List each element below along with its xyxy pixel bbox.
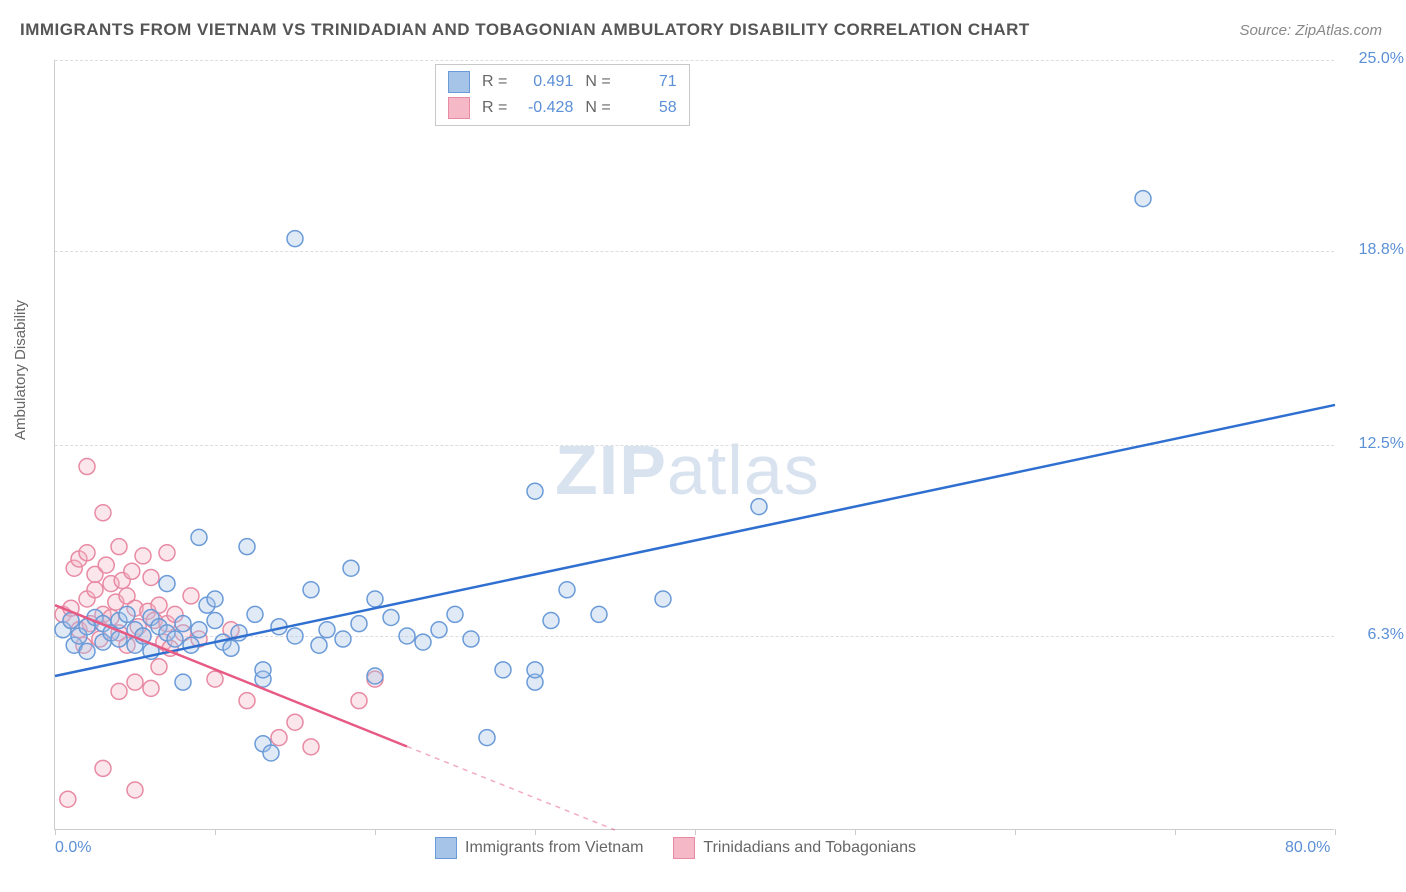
data-point [127, 782, 143, 798]
data-point [287, 628, 303, 644]
chart-title: IMMIGRANTS FROM VIETNAM VS TRINIDADIAN A… [20, 20, 1030, 40]
data-point [351, 616, 367, 632]
data-point [271, 730, 287, 746]
data-point [119, 606, 135, 622]
r-label: R = [482, 73, 507, 91]
data-point [367, 591, 383, 607]
data-point [95, 760, 111, 776]
legend-stats-row-2: R = -0.428 N = 58 [448, 95, 677, 121]
data-point [207, 613, 223, 629]
y-tick-label: 6.3% [1344, 626, 1404, 644]
data-point [751, 499, 767, 515]
data-point [591, 606, 607, 622]
data-point [479, 730, 495, 746]
chart-container: IMMIGRANTS FROM VIETNAM VS TRINIDADIAN A… [0, 0, 1406, 892]
data-point [124, 563, 140, 579]
data-point [79, 643, 95, 659]
data-point [383, 609, 399, 625]
legend-stats-box: R = 0.491 N = 71 R = -0.428 N = 58 [435, 64, 690, 126]
scatter-plot-svg [55, 60, 1334, 829]
data-point [559, 582, 575, 598]
data-point [415, 634, 431, 650]
data-point [287, 714, 303, 730]
data-point [367, 668, 383, 684]
data-point [655, 591, 671, 607]
data-point [79, 459, 95, 475]
data-point [287, 231, 303, 247]
data-point [1135, 191, 1151, 207]
series1-r-value: 0.491 [519, 73, 573, 91]
legend-series2-item: Trinidadians and Tobagonians [673, 837, 916, 859]
data-point [223, 640, 239, 656]
series2-label: Trinidadians and Tobagonians [703, 839, 916, 857]
series1-swatch [448, 71, 470, 93]
x-tick-label: 0.0% [55, 839, 91, 857]
data-point [87, 582, 103, 598]
data-point [495, 662, 511, 678]
series2-r-value: -0.428 [519, 99, 573, 117]
data-point [159, 545, 175, 561]
r-label: R = [482, 99, 507, 117]
data-point [191, 529, 207, 545]
data-point [207, 671, 223, 687]
data-point [159, 576, 175, 592]
data-point [239, 539, 255, 555]
data-point [303, 582, 319, 598]
data-point [263, 745, 279, 761]
legend-series1-item: Immigrants from Vietnam [435, 837, 643, 859]
data-point [143, 680, 159, 696]
data-point [527, 662, 543, 678]
y-tick-label: 25.0% [1344, 50, 1404, 68]
data-point [527, 483, 543, 499]
legend-stats-row-1: R = 0.491 N = 71 [448, 69, 677, 95]
series2-n-value: 58 [623, 99, 677, 117]
data-point [255, 662, 271, 678]
data-point [175, 616, 191, 632]
y-tick-label: 18.8% [1344, 241, 1404, 259]
data-point [60, 791, 76, 807]
x-tick-label: 80.0% [1285, 839, 1330, 857]
data-point [127, 674, 143, 690]
y-axis-label: Ambulatory Disability [12, 300, 29, 440]
data-point [247, 606, 263, 622]
data-point [447, 606, 463, 622]
series2-swatch [448, 97, 470, 119]
data-point [431, 622, 447, 638]
data-point [543, 613, 559, 629]
source-attribution: Source: ZipAtlas.com [1239, 22, 1382, 39]
data-point [79, 545, 95, 561]
plot-area: ZIPatlas 6.3%12.5%18.8%25.0% 0.0%80.0% R… [54, 60, 1334, 830]
data-point [351, 693, 367, 709]
data-point [175, 674, 191, 690]
data-point [111, 539, 127, 555]
data-point [151, 659, 167, 675]
data-point [167, 631, 183, 647]
data-point [303, 739, 319, 755]
series2-swatch [673, 837, 695, 859]
series1-swatch [435, 837, 457, 859]
data-point [143, 569, 159, 585]
legend-series-box: Immigrants from Vietnam Trinidadians and… [435, 837, 916, 859]
data-point [98, 557, 114, 573]
n-label: N = [585, 73, 610, 91]
data-point [111, 683, 127, 699]
series1-label: Immigrants from Vietnam [465, 839, 643, 857]
data-point [183, 588, 199, 604]
data-point [207, 591, 223, 607]
data-point [335, 631, 351, 647]
trend-line-extrapolated [407, 746, 615, 830]
data-point [463, 631, 479, 647]
series1-n-value: 71 [623, 73, 677, 91]
data-point [95, 505, 111, 521]
data-point [399, 628, 415, 644]
data-point [343, 560, 359, 576]
data-point [191, 622, 207, 638]
y-tick-label: 12.5% [1344, 435, 1404, 453]
data-point [319, 622, 335, 638]
data-point [239, 693, 255, 709]
data-point [135, 548, 151, 564]
n-label: N = [585, 99, 610, 117]
data-point [311, 637, 327, 653]
